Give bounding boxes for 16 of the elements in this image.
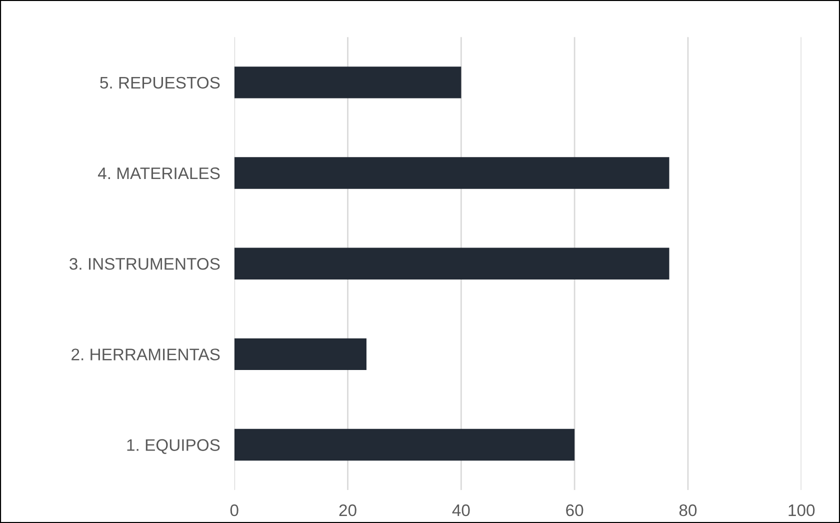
y-tick-label: 4. MATERIALES	[98, 167, 220, 180]
y-tick-label: 3. INSTRUMENTOS	[70, 258, 220, 270]
y-tick-label: 1. EQUIPOS	[127, 439, 220, 454]
bar	[234, 66, 462, 98]
bar	[234, 248, 670, 280]
bar	[234, 157, 670, 189]
x-tick-label: 100	[788, 504, 815, 516]
x-tick-label: 20	[339, 504, 356, 516]
y-tick-label: 2. HERRAMIENTAS	[72, 348, 220, 360]
y-tick-label: 5. REPUESTOS	[100, 76, 220, 89]
bar	[234, 338, 366, 370]
x-tick-label: 40	[452, 504, 470, 516]
x-tick-label: 0	[230, 504, 238, 516]
x-tick-label: 60	[566, 504, 584, 516]
x-tick-label: 80	[679, 504, 697, 516]
bar	[234, 428, 575, 461]
